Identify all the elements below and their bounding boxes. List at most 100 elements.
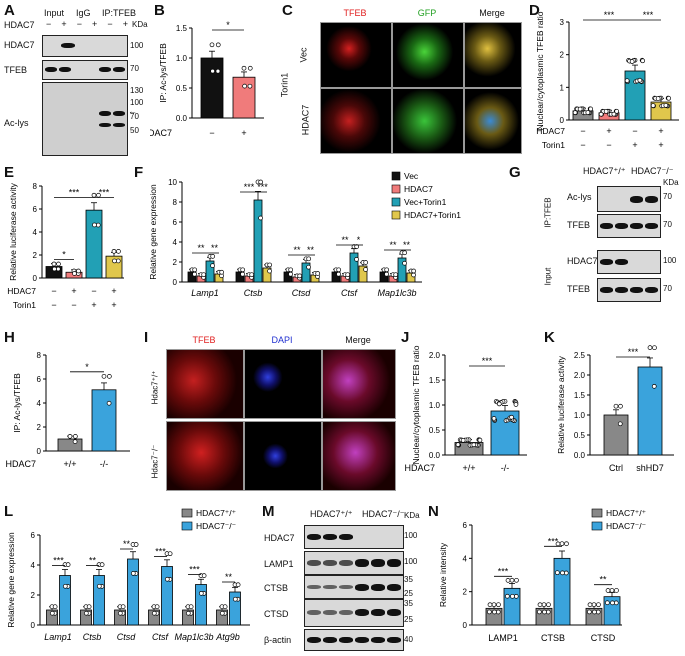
data-point [491,416,497,421]
significance-label: * [62,250,66,260]
data-point [249,272,255,278]
marker: 100 [130,98,144,107]
data-point [116,249,121,254]
row-label: Hdac7⁻/⁻ [150,444,160,479]
kda-label: KDa [404,511,420,520]
y-tick-label: 0 [560,116,565,125]
data-point [363,267,368,272]
legend-label: HDAC7⁺/⁺ [606,508,647,518]
data-point [536,609,542,615]
data-point [591,602,597,608]
data-point [247,83,253,89]
x-tick-label: Ctsd [117,632,137,642]
x-tick-label: + [241,128,246,138]
data-point [101,373,107,379]
data-point [614,108,620,114]
bar [553,557,571,626]
panel-e: E 0 2 4 6 8 Relative luciferase activity * *** *… [0,160,130,325]
y-tick-label: 2.0 [574,371,586,380]
blot-band [630,196,643,203]
data-point [598,111,604,117]
blot-aclys [597,186,661,212]
data-point [67,434,73,439]
group-label: HDAC7⁺/⁺ [310,509,353,519]
data-point [72,439,78,444]
x-tick-label: + [111,300,116,310]
micrograph [392,22,464,88]
y-tick-label: 2 [37,423,42,432]
data-point [240,267,246,273]
panel-label: F [134,164,144,181]
data-point [402,250,408,256]
significance-label: *** [244,182,255,192]
bar [253,199,263,283]
y-tick-label: 0 [33,274,38,283]
data-point [650,103,656,108]
chart-j: 0.0 0.5 1.0 1.5 2.0 Nuclear/cytoplasmic TFEB … [404,345,527,473]
data-point [603,109,609,114]
blot-tfeb-input [597,278,661,302]
panel-d: D 0 1 2 3 Nuclear/cytoplasmic TFEB ratio *** *… [525,0,685,160]
data-point [235,582,241,588]
significance-label: *** [604,10,615,20]
legend-swatch [391,171,401,181]
data-point [504,593,510,599]
row-label: Hdac7⁺/⁺ [150,370,160,405]
group-label: HDAC7⁺/⁺ [583,166,626,176]
x-row-label: HDAC7 [5,459,36,469]
data-point [106,400,112,406]
y-tick-label: 2.0 [429,351,441,360]
blot-band [339,637,353,643]
x-tick-label: + [111,286,116,296]
data-point [112,258,117,264]
x-tick-label: + [658,126,663,136]
bar [200,57,224,119]
data-point [577,106,583,112]
data-point [610,600,615,606]
data-point [247,65,253,71]
data-point [72,271,77,276]
data-point [411,272,416,278]
column-label: Merge [479,8,505,18]
x-tick-label: +/+ [462,463,475,473]
data-point [460,437,466,443]
data-point [588,106,594,112]
data-point [49,610,55,616]
data-point [215,42,221,48]
sign: + [61,19,67,29]
data-point [306,264,311,270]
panel-label: G [509,164,521,181]
column-label: TFEB [192,335,216,345]
legend-swatch [391,197,401,207]
blot-band [323,637,337,643]
legend-label: HDAC7 [404,184,433,194]
data-point [640,58,646,64]
y-tick-label: 0 [463,621,468,630]
y-axis-label: Relative luciferase activity [556,355,566,454]
y-tick-label: 6 [173,218,178,227]
group-label: HDAC7⁻/⁻ [362,509,405,519]
data-point [510,593,515,599]
panel-label: K [544,329,555,346]
data-point [514,577,519,583]
data-point [509,577,515,583]
y-axis-label: Relative gene expression [6,532,16,628]
data-point [513,594,519,599]
blot-hdac7 [597,250,661,274]
group-label: Torin1 [279,72,290,98]
y-tick-label: 1.0 [429,401,441,410]
x-tick-label: − [51,286,56,296]
blot-band [355,637,369,643]
y-tick-label: 2.5 [574,351,586,360]
blot-ctsb [304,575,404,599]
section-label: Input [543,267,553,286]
row-label: LAMP1 [264,559,294,569]
data-point [242,83,247,89]
lane-group-ip: IP:TFEB [102,8,137,18]
data-point [663,103,669,108]
x-tick-label: Ctsf [152,632,170,642]
data-point [73,434,78,439]
significance-label: ** [197,243,205,253]
row-label: CTSD [264,609,289,619]
blot-band [113,111,125,116]
